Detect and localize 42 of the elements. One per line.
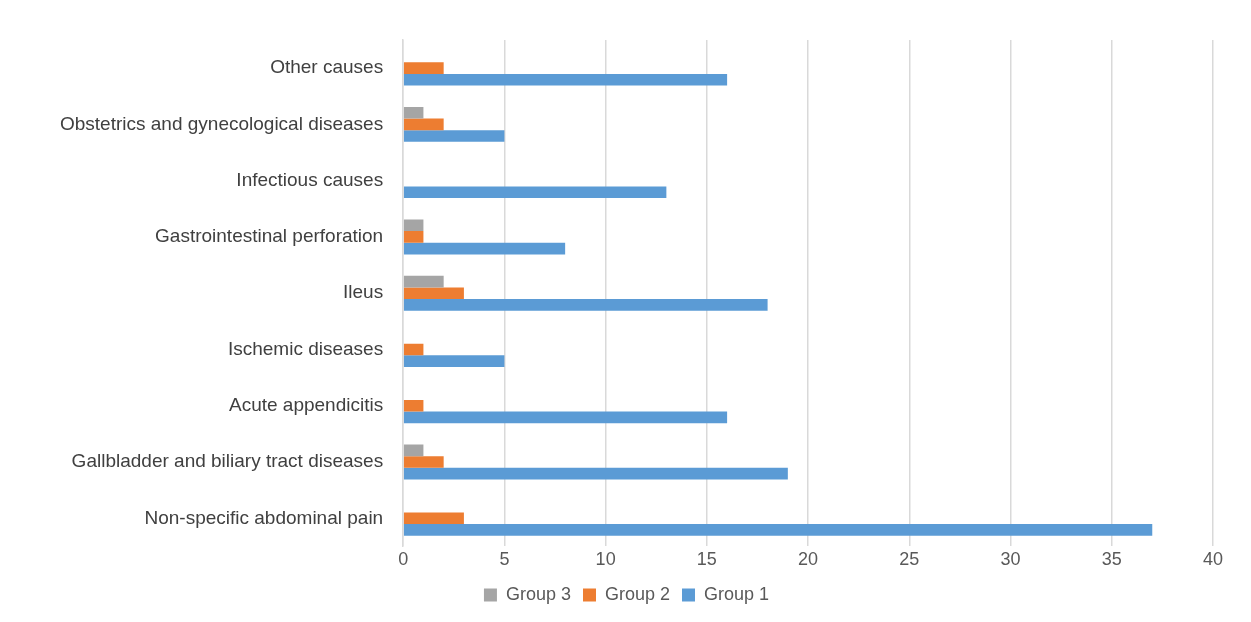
x-tick-label: 10 bbox=[595, 549, 616, 570]
y-tick-label: Acute appendicitis bbox=[228, 393, 384, 415]
bar bbox=[403, 355, 505, 367]
y-tick-label: Gastrointestinal perforation bbox=[155, 225, 384, 247]
bar bbox=[403, 399, 424, 412]
bar bbox=[403, 275, 444, 288]
bar bbox=[403, 106, 424, 119]
bar bbox=[403, 411, 728, 424]
bar bbox=[403, 467, 788, 480]
bar bbox=[403, 242, 566, 255]
x-tick-label: 15 bbox=[696, 549, 717, 570]
x-tick-label: 0 bbox=[398, 549, 409, 570]
x-tick-label: 5 bbox=[499, 549, 510, 570]
legend-label: Group 2 bbox=[604, 583, 671, 604]
legend-label: Group 1 bbox=[704, 583, 770, 604]
x-tick-label: 25 bbox=[899, 549, 920, 570]
y-tick-label: Non-specific abdominal pain bbox=[144, 506, 384, 528]
bar bbox=[403, 73, 728, 86]
bar bbox=[403, 287, 464, 300]
bar bbox=[403, 343, 424, 356]
bar bbox=[403, 219, 424, 232]
y-tick-label: Gallbladder and biliary tract diseases bbox=[71, 450, 384, 472]
bar bbox=[403, 524, 1153, 536]
y-tick-label: Ischemic diseases bbox=[227, 337, 384, 359]
bar bbox=[403, 130, 505, 142]
y-tick-label: Infectious causes bbox=[236, 168, 384, 190]
x-tick-label: 35 bbox=[1101, 549, 1122, 570]
bar bbox=[403, 512, 464, 525]
bar bbox=[403, 62, 444, 74]
x-tick-label: 40 bbox=[1202, 549, 1224, 570]
y-tick-label: Obstetrics and gynecological diseases bbox=[59, 112, 384, 134]
x-tick-label: 20 bbox=[798, 549, 819, 570]
bar bbox=[403, 456, 444, 468]
bar bbox=[403, 118, 444, 131]
x-tick-label: 30 bbox=[1000, 549, 1021, 570]
bar bbox=[403, 444, 424, 457]
y-tick-label: Other causes bbox=[270, 56, 384, 78]
bar bbox=[403, 299, 768, 311]
y-tick-label: Ileus bbox=[343, 281, 384, 303]
bar bbox=[403, 231, 424, 243]
legend-label: Group 3 bbox=[505, 583, 571, 604]
bar bbox=[403, 186, 667, 199]
